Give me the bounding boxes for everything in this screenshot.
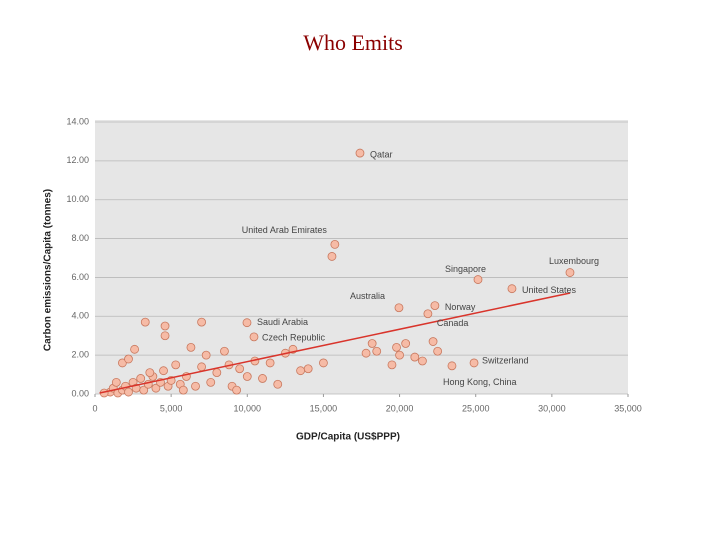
data-point bbox=[433, 346, 443, 356]
x-tick-label: 10,000 bbox=[234, 403, 262, 413]
data-point bbox=[178, 385, 188, 395]
data-point bbox=[355, 148, 365, 158]
y-tick-label: 10.00 bbox=[66, 194, 89, 204]
y-tick-label: 12.00 bbox=[66, 155, 89, 165]
data-point bbox=[235, 364, 245, 374]
data-point bbox=[118, 358, 127, 368]
y-tick-label: 14.00 bbox=[66, 116, 89, 126]
point-label: Norway bbox=[445, 302, 476, 312]
data-point bbox=[428, 337, 438, 346]
x-tick-label: 30,000 bbox=[538, 403, 566, 413]
data-point bbox=[212, 368, 222, 378]
chart-title: Who Emits bbox=[303, 30, 403, 55]
point-label: Czech Republic bbox=[262, 332, 326, 342]
y-tick-label: 2.00 bbox=[71, 350, 89, 360]
data-point bbox=[387, 360, 397, 370]
point-label: United States bbox=[522, 285, 577, 295]
data-point bbox=[242, 318, 252, 328]
data-point bbox=[197, 362, 207, 372]
data-point bbox=[361, 348, 371, 358]
point-label: Australia bbox=[350, 291, 385, 301]
data-point bbox=[159, 366, 168, 376]
y-tick-label: 8.00 bbox=[71, 233, 89, 243]
data-point bbox=[401, 339, 411, 348]
data-point bbox=[395, 350, 404, 360]
data-point bbox=[197, 317, 207, 327]
data-point bbox=[330, 239, 340, 249]
data-point bbox=[430, 301, 440, 311]
data-point bbox=[151, 383, 161, 393]
data-point bbox=[423, 309, 433, 319]
point-label: Saudi Arabia bbox=[257, 317, 308, 327]
data-point bbox=[136, 374, 146, 383]
data-point bbox=[265, 358, 275, 368]
data-point bbox=[507, 284, 517, 294]
x-tick-label: 35,000 bbox=[614, 403, 642, 413]
data-point bbox=[124, 387, 133, 397]
data-point bbox=[145, 368, 155, 378]
data-point bbox=[367, 339, 377, 348]
data-point bbox=[392, 342, 401, 352]
data-point bbox=[327, 252, 337, 261]
x-axis-title: GDP/Capita (US$PPP) bbox=[296, 432, 400, 443]
data-point bbox=[139, 385, 149, 395]
y-tick-label: 0.00 bbox=[71, 388, 89, 398]
data-point bbox=[410, 352, 420, 362]
data-point bbox=[394, 303, 404, 313]
point-label: Switzerland bbox=[482, 355, 529, 365]
data-point bbox=[130, 344, 139, 354]
y-tick-label: 6.00 bbox=[71, 272, 89, 282]
x-tick-label: 5,000 bbox=[160, 403, 183, 413]
data-point bbox=[242, 372, 252, 381]
data-point bbox=[206, 377, 216, 387]
point-label: Canada bbox=[437, 318, 469, 328]
x-tick-label: 25,000 bbox=[462, 403, 490, 413]
point-label: Singapore bbox=[445, 264, 486, 274]
data-point bbox=[469, 358, 479, 368]
data-point bbox=[418, 356, 427, 366]
point-label: Luxembourg bbox=[549, 256, 599, 266]
x-tick-label: 15,000 bbox=[310, 403, 338, 413]
data-point bbox=[140, 317, 150, 327]
data-point bbox=[303, 364, 313, 374]
data-point bbox=[186, 342, 196, 352]
data-point bbox=[171, 360, 181, 370]
data-point bbox=[258, 374, 267, 383]
y-axis-title: Carbon emissions/Capita (tonnes) bbox=[43, 189, 54, 351]
point-label: Hong Kong, China bbox=[443, 377, 517, 387]
trend-line bbox=[99, 292, 571, 394]
data-point bbox=[201, 350, 211, 360]
point-label: Qatar bbox=[370, 149, 393, 159]
data-point bbox=[473, 275, 483, 284]
data-point bbox=[565, 268, 575, 277]
data-point bbox=[220, 346, 229, 356]
x-tick-label: 20,000 bbox=[386, 403, 414, 413]
data-point bbox=[372, 346, 382, 356]
point-label: United Arab Emirates bbox=[242, 225, 328, 235]
plot-background bbox=[95, 120, 628, 394]
data-point bbox=[249, 332, 259, 342]
data-point bbox=[111, 377, 121, 387]
data-point bbox=[319, 358, 328, 368]
data-point bbox=[232, 385, 242, 395]
data-point bbox=[273, 379, 283, 389]
data-point bbox=[160, 321, 170, 331]
data-point bbox=[191, 381, 200, 391]
data-point bbox=[124, 354, 133, 364]
data-point bbox=[447, 361, 457, 371]
data-point bbox=[160, 331, 170, 341]
y-tick-label: 4.00 bbox=[71, 311, 89, 321]
x-tick-label: 0 bbox=[92, 403, 97, 413]
data-point bbox=[296, 366, 305, 376]
